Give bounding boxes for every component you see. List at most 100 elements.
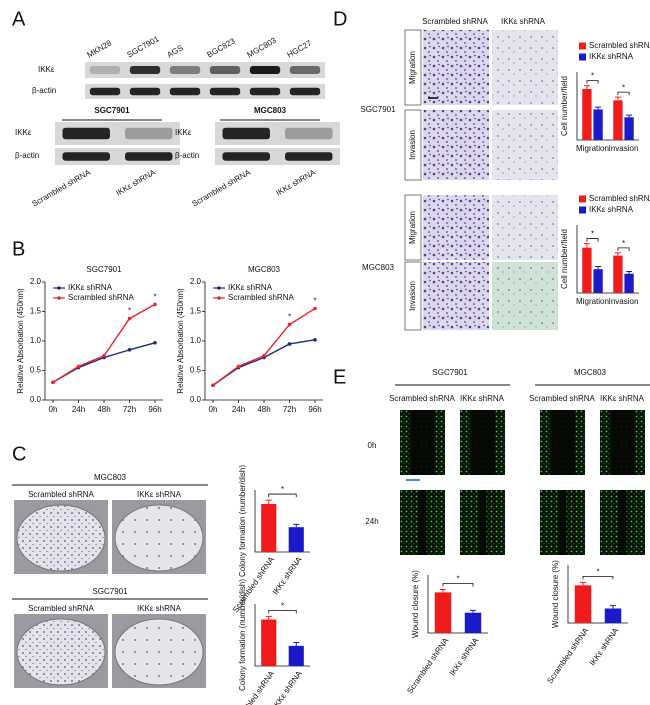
plate: [16, 504, 106, 572]
legend-swatch: [579, 206, 586, 214]
panel-letter: E: [333, 366, 346, 388]
bracket: [268, 493, 297, 498]
error-bar: [265, 499, 272, 504]
row-label: β-actin: [175, 151, 199, 160]
row-label: Migration: [408, 211, 417, 244]
bar: [604, 608, 622, 623]
blot-strip: [85, 62, 325, 78]
bar: [434, 592, 452, 633]
x-tick-label: IKKε shRNA: [271, 555, 304, 597]
group-label: MGC803: [362, 263, 395, 272]
legend-marker: [217, 286, 221, 290]
point: [127, 316, 132, 321]
legend-label: Scrambled shRNA: [68, 293, 134, 302]
band: [125, 127, 173, 140]
plate: [114, 504, 204, 572]
column-label: IKKε shRNA: [137, 490, 182, 499]
micrograph: [492, 195, 558, 260]
bracket: [586, 80, 599, 84]
row-label: β-actin: [15, 151, 39, 160]
point: [127, 348, 132, 352]
x-tick-label: IKKε shRNA: [588, 626, 621, 668]
annotation: *: [622, 239, 625, 248]
row-label: β-actin: [32, 86, 56, 95]
point: [51, 380, 55, 385]
bracket: [268, 610, 297, 614]
x-tick-label: Scrambled shRNA: [405, 636, 450, 696]
lane-label: HGC27: [286, 38, 314, 59]
error-bar: [583, 243, 590, 248]
band: [89, 87, 121, 96]
band: [249, 87, 281, 96]
chart-title: SGC7901: [86, 265, 122, 274]
y-axis-label: Relative Absorbation (450nm): [176, 288, 185, 394]
x-tick-label: Invasion: [609, 144, 639, 153]
y-tick-label: 0.5: [30, 366, 42, 375]
micrograph: [492, 30, 558, 105]
wound-gap: [410, 410, 435, 475]
row-label: 0h: [368, 441, 377, 450]
row-label: Migration: [408, 51, 417, 84]
bracket: [442, 583, 474, 587]
blot-title: MGC803: [254, 106, 287, 115]
y-tick-label: 1.0: [190, 336, 202, 345]
annotation: *: [313, 297, 316, 306]
band: [222, 152, 270, 161]
bar: [624, 117, 634, 140]
annotation: *: [281, 602, 284, 611]
bar: [288, 527, 304, 552]
band: [89, 66, 121, 74]
wound-gap: [550, 410, 575, 475]
legend-label: IKKε shRNA: [589, 205, 634, 214]
band: [125, 152, 173, 161]
legend-label: IKKε shRNA: [589, 52, 634, 61]
y-tick-label: 0.0: [190, 395, 202, 404]
plate: [114, 618, 204, 686]
point: [313, 306, 317, 311]
micrograph: [423, 262, 489, 330]
y-axis-label: Wound closure (%): [551, 560, 560, 628]
legend-label: Scrambled shRNA: [228, 293, 294, 302]
bar: [582, 89, 592, 140]
point: [262, 353, 266, 358]
lane-label: Scrambled shRNA: [31, 167, 93, 208]
legend-swatch: [579, 42, 586, 50]
column-label: IKKε shRNA: [501, 17, 546, 26]
micrograph: [492, 262, 558, 330]
band: [222, 127, 270, 140]
bar: [593, 269, 603, 293]
bracket: [582, 576, 614, 580]
error-bar: [293, 523, 300, 528]
annotation: *: [596, 568, 599, 577]
band: [129, 66, 161, 74]
annotation: *: [153, 293, 156, 302]
group-title: MGC803: [94, 473, 127, 482]
y-tick-label: 0.5: [190, 366, 202, 375]
x-tick-label: 24h: [232, 405, 245, 414]
row-label-box: [404, 261, 422, 331]
legend-marker: [57, 286, 61, 290]
series-line: [52, 342, 156, 383]
legend-label: IKKε shRNA: [228, 283, 273, 292]
legend-swatch: [579, 195, 586, 203]
point: [287, 322, 292, 327]
x-tick-label: 48h: [97, 405, 110, 414]
y-axis-label: Wound closure (%): [411, 570, 420, 638]
row-label-box: [404, 29, 422, 106]
bracket: [617, 247, 630, 251]
row-label-box: [404, 109, 422, 181]
x-tick-label: Scrambled shRNA: [545, 626, 590, 686]
group-title: SGC7901: [432, 368, 468, 377]
band: [169, 87, 201, 96]
band: [285, 127, 333, 140]
micrograph: [423, 110, 489, 180]
y-tick-label: 0.0: [30, 395, 42, 404]
y-tick-label: 1.0: [30, 336, 42, 345]
bracket: [586, 238, 599, 242]
annotation: *: [128, 307, 131, 316]
point: [153, 302, 157, 307]
series-line: [212, 339, 316, 386]
group-title: MGC803: [574, 368, 607, 377]
annotation: *: [591, 72, 594, 81]
panel-letter: A: [12, 8, 26, 30]
